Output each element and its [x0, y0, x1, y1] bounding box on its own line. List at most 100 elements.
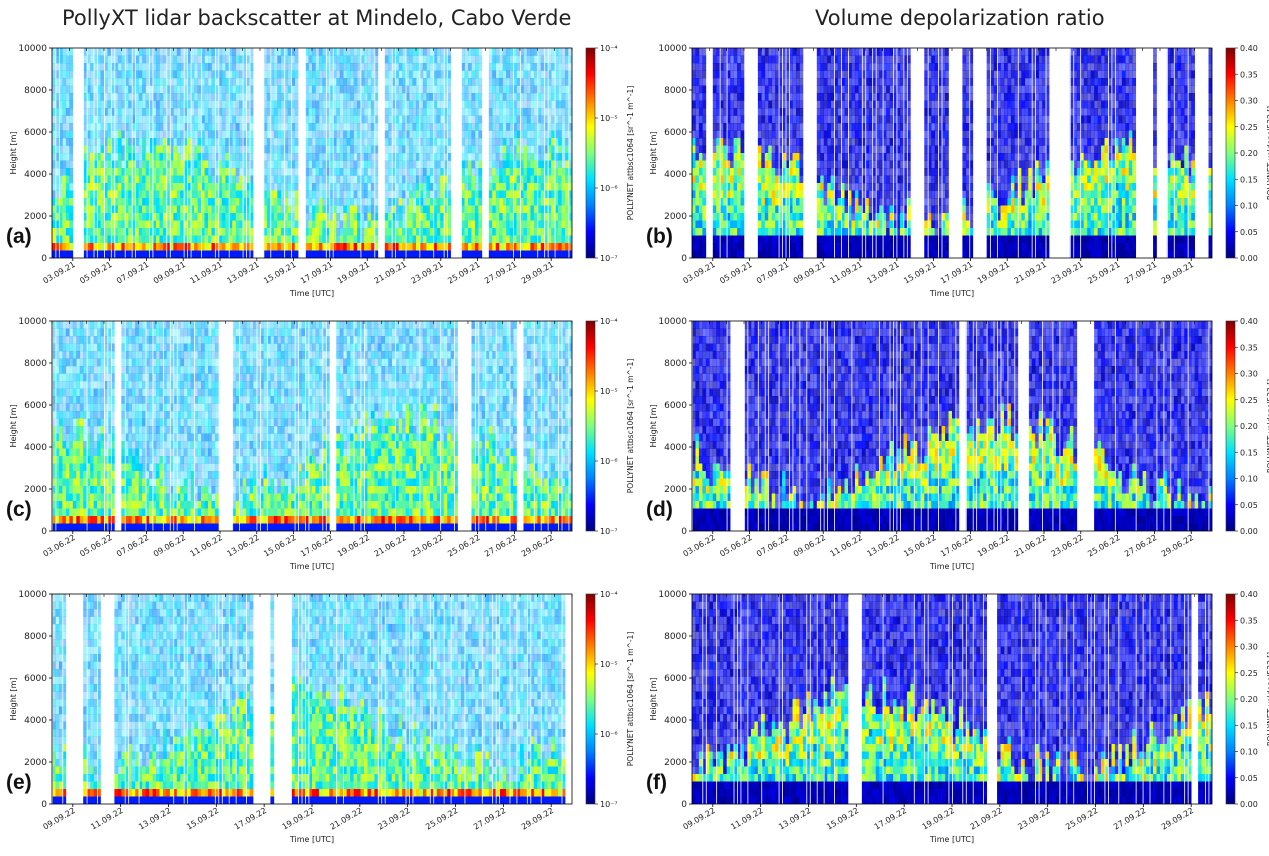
x-tick-label: 17.09.21	[299, 260, 334, 286]
colorbar-tick-label: 0.00	[1240, 800, 1258, 809]
x-tick-label: 27.06.22	[1123, 533, 1158, 559]
x-tick-label: 27.09.21	[1123, 260, 1158, 286]
colorbar-tick-label: 10⁻⁷	[600, 800, 618, 809]
panel-label: (b)	[646, 225, 673, 249]
x-tick-label: 11.06.22	[189, 533, 224, 559]
colorbar	[1226, 48, 1235, 258]
colorbar-tick-label: 0.40	[1240, 590, 1258, 599]
colorbar-tick-label: 0.05	[1240, 501, 1258, 510]
y-tick-label: 4000	[24, 170, 47, 180]
y-tick-label: 6000	[664, 128, 687, 138]
panel-label: (a)	[6, 225, 32, 249]
panel-label: (e)	[6, 771, 32, 795]
y-tick-label: 8000	[664, 359, 687, 369]
colorbar-tick-label: 10⁻⁶	[600, 457, 618, 466]
x-tick-label: 25.06.22	[1086, 533, 1121, 559]
x-tick-label: 05.06.22	[718, 533, 753, 559]
colorbar-tick-label: 10⁻⁴	[600, 44, 618, 53]
x-tick-label: 23.09.21	[409, 260, 444, 286]
x-tick-label: 13.09.21	[225, 260, 260, 286]
x-tick-label: 17.09.21	[939, 260, 974, 286]
x-tick-label: 29.09.22	[520, 806, 555, 832]
colorbar-tick-label: 10⁻⁷	[600, 254, 618, 263]
x-tick-label: 23.09.22	[376, 806, 411, 832]
y-tick-label: 6000	[664, 401, 687, 411]
x-axis-label: Time [UTC]	[929, 289, 974, 298]
x-tick-label: 15.06.22	[902, 533, 937, 559]
colorbar-label: POLLYNET attbsc1064 [sr^-1 m^-1]	[626, 86, 635, 221]
colorbar-tick-label: 0.10	[1240, 475, 1258, 484]
colorbar-tick-label: 10⁻⁶	[600, 730, 618, 739]
x-tick-label: 29.09.22	[1160, 806, 1195, 832]
y-tick-label: 10000	[658, 44, 687, 54]
colorbar	[1226, 321, 1235, 531]
x-tick-label: 11.06.22	[829, 533, 864, 559]
colorbar-tick-label: 0.15	[1240, 448, 1258, 457]
x-tick-label: 13.09.22	[137, 806, 172, 832]
x-tick-label: 07.09.21	[115, 260, 150, 286]
x-tick-label: 23.09.21	[1049, 260, 1084, 286]
y-axis-label: Height [m]	[9, 404, 18, 447]
colorbar-tick-label: 0.25	[1240, 396, 1258, 405]
colorbar-tick-label: 0.35	[1240, 70, 1258, 79]
column-title-depolarization: Volume depolarization ratio	[815, 6, 1105, 30]
x-tick-label: 29.09.21	[520, 260, 555, 286]
y-tick-label: 2000	[24, 758, 47, 768]
colorbar-tick-label: 10⁻⁵	[600, 114, 618, 123]
y-tick-label: 6000	[664, 674, 687, 684]
x-tick-label: 15.09.22	[825, 806, 860, 832]
x-tick-label: 29.09.21	[1160, 260, 1195, 286]
y-tick-label: 2000	[24, 212, 47, 222]
x-tick-label: 15.09.22	[185, 806, 220, 832]
x-tick-label: 17.09.22	[873, 806, 908, 832]
x-axis-label: Time [UTC]	[289, 562, 334, 571]
y-tick-label: 2000	[664, 485, 687, 495]
y-tick-label: 8000	[664, 632, 687, 642]
x-tick-label: 23.06.22	[409, 533, 444, 559]
x-tick-label: 27.06.22	[483, 533, 518, 559]
x-tick-label: 27.09.22	[472, 806, 507, 832]
y-tick-label: 10000	[18, 44, 47, 54]
colorbar-tick-label: 10⁻⁵	[600, 387, 618, 396]
y-tick-label: 10000	[658, 590, 687, 600]
y-axis-label: Height [m]	[649, 677, 658, 720]
y-tick-label: 10000	[18, 317, 47, 327]
x-tick-label: 11.09.21	[189, 260, 224, 286]
colorbar-tick-label: 0.00	[1240, 254, 1258, 263]
colorbar-tick-label: 0.15	[1240, 721, 1258, 730]
x-tick-label: 25.09.21	[1086, 260, 1121, 286]
x-tick-label: 17.09.22	[233, 806, 268, 832]
y-tick-label: 6000	[24, 128, 47, 138]
panel-label: (f)	[646, 771, 667, 795]
colorbar-tick-label: 0.20	[1240, 695, 1258, 704]
colorbar-tick-label: 0.00	[1240, 527, 1258, 536]
x-tick-label: 13.06.22	[865, 533, 900, 559]
colorbar	[1226, 594, 1235, 804]
x-tick-label: 21.09.21	[1013, 260, 1048, 286]
colorbar-tick-label: 0.10	[1240, 748, 1258, 757]
colorbar-tick-label: 0.30	[1240, 97, 1258, 106]
colorbar-tick-label: 10⁻⁴	[600, 590, 618, 599]
x-tick-label: 13.09.21	[865, 260, 900, 286]
y-tick-label: 10000	[658, 317, 687, 327]
x-tick-label: 15.09.21	[262, 260, 297, 286]
x-tick-label: 25.09.21	[446, 260, 481, 286]
x-tick-label: 19.06.22	[976, 533, 1011, 559]
x-tick-label: 15.09.21	[902, 260, 937, 286]
x-tick-label: 11.09.22	[89, 806, 124, 832]
x-tick-label: 25.09.22	[424, 806, 459, 832]
x-tick-label: 23.06.22	[1049, 533, 1084, 559]
y-tick-label: 4000	[664, 716, 687, 726]
x-tick-label: 21.09.21	[373, 260, 408, 286]
x-tick-label: 21.06.22	[373, 533, 408, 559]
colorbar-tick-label: 10⁻⁷	[600, 527, 618, 536]
colorbar-tick-label: 0.40	[1240, 317, 1258, 326]
